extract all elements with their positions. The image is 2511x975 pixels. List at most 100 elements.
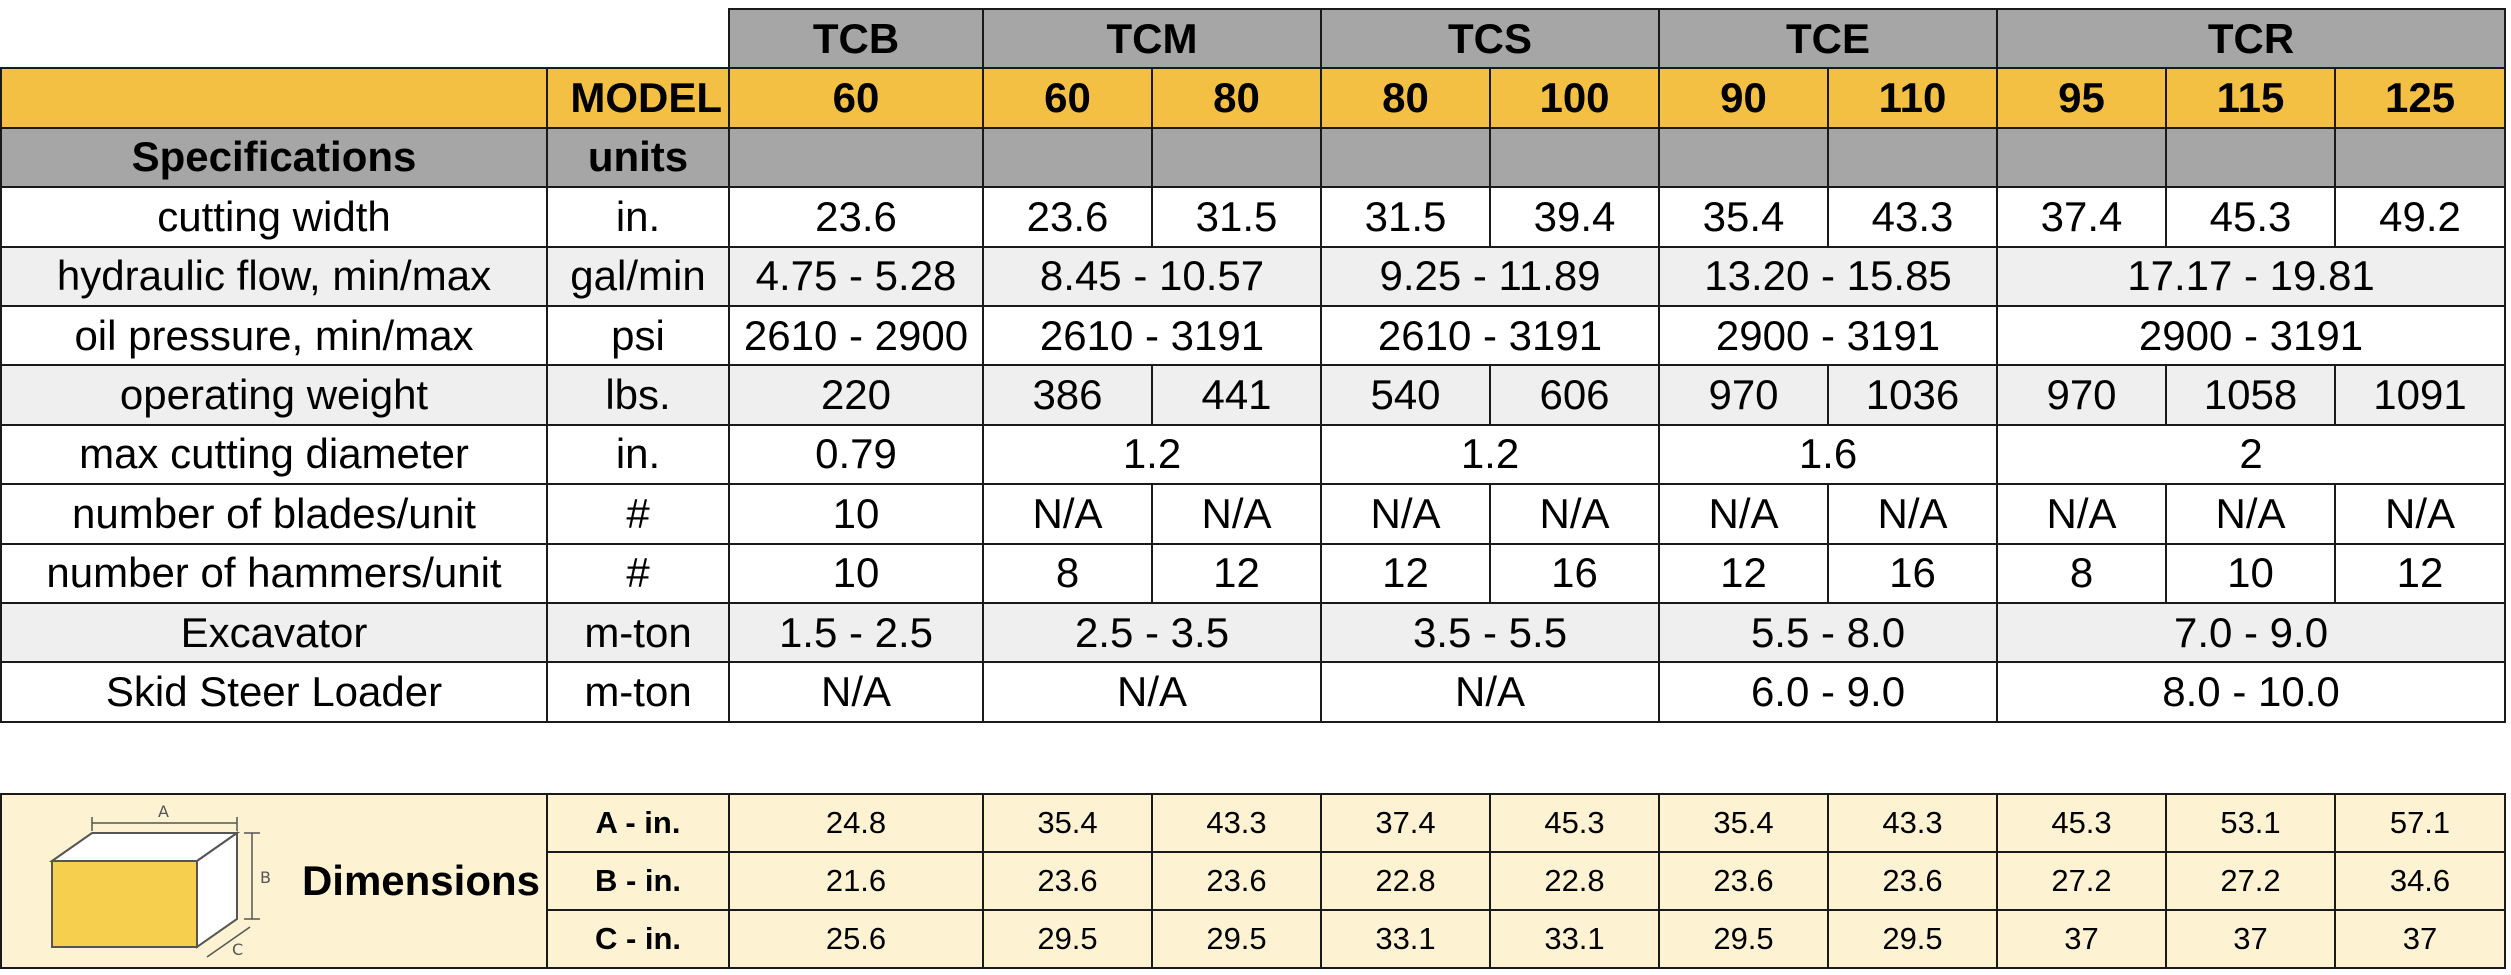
value-cell: 10 xyxy=(728,483,984,545)
row-label: hydraulic flow, min/max xyxy=(0,245,548,307)
value-cell: 29.5 xyxy=(1151,909,1322,969)
value-cell: 21.6 xyxy=(728,851,984,911)
value-cell: 1.2 xyxy=(1320,423,1661,486)
row-skid-steer: Skid Steer Loader m-ton N/A N/A N/A 6.0 … xyxy=(0,661,2507,723)
header-blank xyxy=(1150,126,1323,189)
value-cell: 2610 - 3191 xyxy=(1320,304,1661,367)
value-cell: 29.5 xyxy=(982,909,1153,969)
value-cell: 45.3 xyxy=(1996,793,2167,853)
dimension-row-c: C - in. 25.6 29.5 29.5 33.1 33.1 29.5 29… xyxy=(1,909,2506,969)
model-cell: 60 xyxy=(982,67,1153,129)
value-cell: 23.6 xyxy=(1151,851,1322,911)
row-unit: # xyxy=(546,483,730,545)
row-operating-weight: operating weight lbs. 220 386 441 540 60… xyxy=(0,364,2507,426)
row-label: max cutting diameter xyxy=(0,423,548,486)
value-cell: 12 xyxy=(1150,542,1323,604)
value-cell: 24.8 xyxy=(728,793,984,853)
value-cell: 4.75 - 5.28 xyxy=(728,245,984,307)
model-cell: 90 xyxy=(1658,67,1830,129)
row-excavator: Excavator m-ton 1.5 - 2.5 2.5 - 3.5 3.5 … xyxy=(0,601,2507,664)
value-cell: N/A xyxy=(1320,483,1492,545)
value-cell: 37.4 xyxy=(1320,793,1491,853)
header-blank xyxy=(1320,126,1492,189)
value-cell: 10 xyxy=(2165,542,2337,604)
value-cell: 25.6 xyxy=(728,909,984,969)
specifications-table: TCB TCM TCS TCE TCR MODEL 60 60 80 80 10… xyxy=(0,7,2507,723)
row-unit: in. xyxy=(546,423,730,486)
value-cell: 1058 xyxy=(2165,364,2337,426)
value-cell: 8.0 - 10.0 xyxy=(1996,661,2507,723)
model-cell: 115 xyxy=(2165,67,2337,129)
series-header-row: TCB TCM TCS TCE TCR xyxy=(0,7,2507,70)
header-blank xyxy=(1658,126,1830,189)
value-cell: N/A xyxy=(982,483,1153,545)
header-blank xyxy=(1996,126,2168,189)
value-cell: 606 xyxy=(1489,364,1661,426)
header-blank xyxy=(1827,126,1999,189)
value-cell: 43.3 xyxy=(1151,793,1322,853)
value-cell: 3.5 - 5.5 xyxy=(1320,601,1661,664)
value-cell: 220 xyxy=(728,364,984,426)
value-cell: 23.6 xyxy=(728,186,984,248)
value-cell: 45.3 xyxy=(2165,186,2337,248)
value-cell: 49.2 xyxy=(2334,186,2507,248)
value-cell: 57.1 xyxy=(2334,793,2506,853)
value-cell: 10 xyxy=(728,542,984,604)
value-cell: N/A xyxy=(1320,661,1661,723)
value-cell: N/A xyxy=(2165,483,2337,545)
series-tcs: TCS xyxy=(1320,7,1661,70)
value-cell: 9.25 - 11.89 xyxy=(1320,245,1661,307)
value-cell: 12 xyxy=(1320,542,1492,604)
series-tcr: TCR xyxy=(1996,7,2507,70)
value-cell: 43.3 xyxy=(1827,186,1999,248)
value-cell: 29.5 xyxy=(1827,909,1998,969)
row-label: operating weight xyxy=(0,364,548,426)
value-cell: 39.4 xyxy=(1489,186,1661,248)
value-cell: 1036 xyxy=(1827,364,1999,426)
value-cell: 5.5 - 8.0 xyxy=(1658,601,1999,664)
value-cell: 43.3 xyxy=(1827,793,1998,853)
value-cell: 2.5 - 3.5 xyxy=(981,601,1323,664)
model-cell: 80 xyxy=(1150,67,1323,129)
value-cell: 2610 - 2900 xyxy=(728,304,984,367)
value-cell: 8.45 - 10.57 xyxy=(981,245,1323,307)
dimension-unit: C - in. xyxy=(546,909,730,969)
value-cell: 35.4 xyxy=(982,793,1153,853)
row-hydraulic-flow: hydraulic flow, min/max gal/min 4.75 - 5… xyxy=(0,245,2507,307)
row-label: number of blades/unit xyxy=(0,483,548,545)
row-unit: lbs. xyxy=(546,364,730,426)
value-cell: 441 xyxy=(1150,364,1323,426)
value-cell: 23.6 xyxy=(982,851,1153,911)
row-unit: psi xyxy=(546,304,730,367)
value-cell: N/A xyxy=(1150,483,1323,545)
model-cell: 60 xyxy=(728,67,984,129)
value-cell: 2900 - 3191 xyxy=(1658,304,1999,367)
value-cell: 970 xyxy=(1996,364,2168,426)
dimension-figure: A B C xyxy=(0,793,301,969)
header-blank xyxy=(728,126,984,189)
figure-letter-c: C xyxy=(232,940,243,959)
value-cell: 386 xyxy=(982,364,1153,426)
series-tce: TCE xyxy=(1658,7,1999,70)
value-cell: 27.2 xyxy=(1996,851,2167,911)
row-label: oil pressure, min/max xyxy=(0,304,548,367)
value-cell: N/A xyxy=(2334,483,2507,545)
box-dimension-icon: A B C xyxy=(48,802,270,959)
value-cell: N/A xyxy=(1489,483,1661,545)
value-cell: N/A xyxy=(1658,483,1830,545)
value-cell: 53.1 xyxy=(2165,793,2336,853)
row-unit: m-ton xyxy=(546,601,730,664)
model-row: MODEL 60 60 80 80 100 90 110 95 115 125 xyxy=(0,67,2507,129)
row-label: Skid Steer Loader xyxy=(0,661,548,723)
value-cell: 31.5 xyxy=(1150,186,1323,248)
value-cell: N/A xyxy=(1827,483,1999,545)
model-cell: 125 xyxy=(2334,67,2507,129)
specifications-header: Specifications xyxy=(0,126,548,189)
value-cell: 1.5 - 2.5 xyxy=(728,601,984,664)
value-cell: 31.5 xyxy=(1320,186,1492,248)
model-cell: 80 xyxy=(1320,67,1492,129)
series-tcm: TCM xyxy=(981,7,1323,70)
value-cell: 6.0 - 9.0 xyxy=(1658,661,1999,723)
header-blank xyxy=(1489,126,1661,189)
figure-letter-a: A xyxy=(158,802,169,821)
